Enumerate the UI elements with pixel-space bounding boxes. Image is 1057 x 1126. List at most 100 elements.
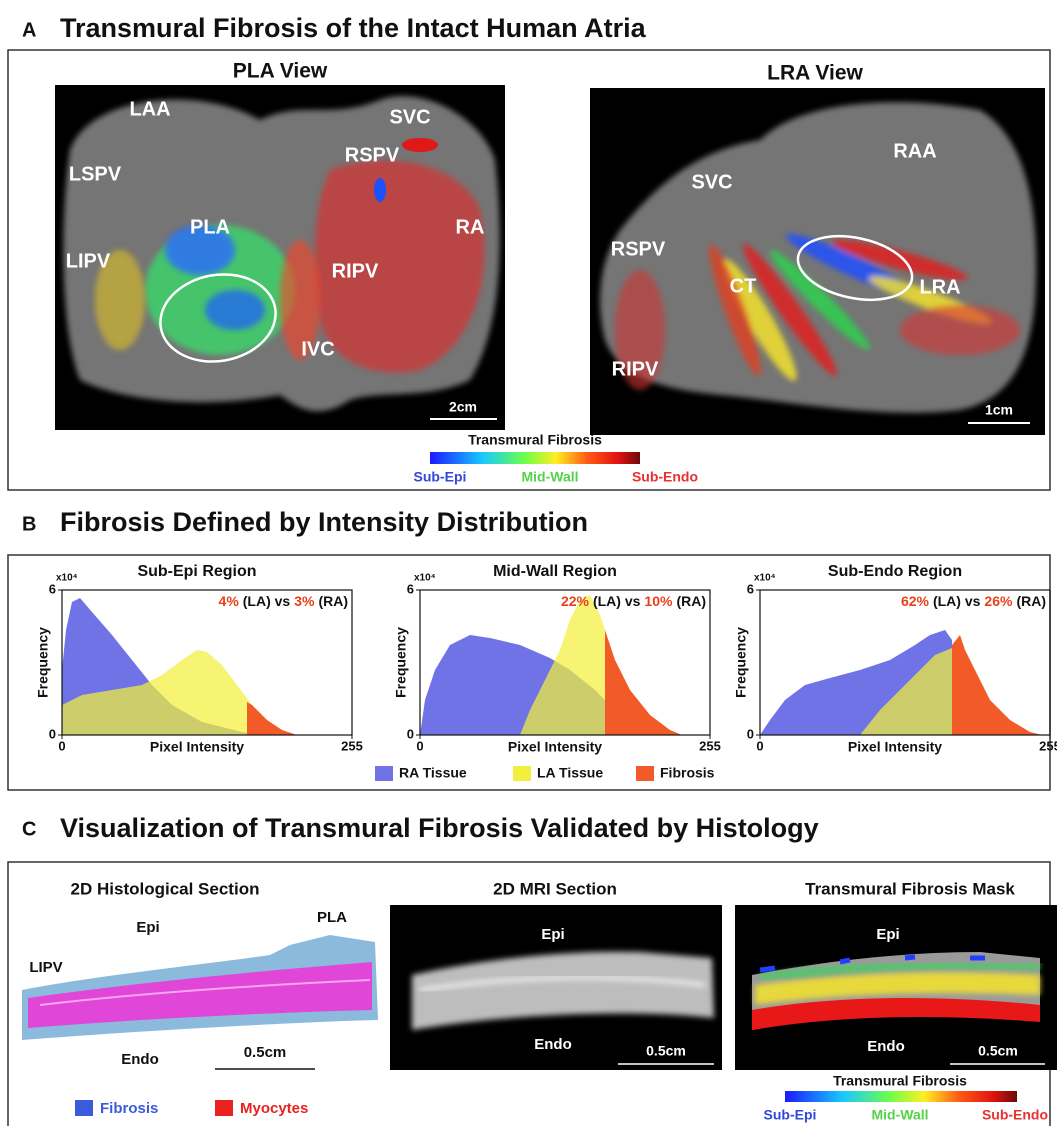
anatomy-label: LIPV xyxy=(66,250,111,272)
view-title: PLA View xyxy=(233,60,328,83)
tissue xyxy=(412,951,714,1030)
tissue-detail xyxy=(419,975,706,992)
legend-label: RA Tissue xyxy=(399,765,467,781)
scale-label: 0.5cm xyxy=(244,1044,287,1061)
image-title: Transmural Fibrosis Mask xyxy=(805,879,1015,898)
pla-image: 2cm LAA SVC LSPV RSPV PLA RA LIPV RIPV I… xyxy=(55,85,505,430)
colorbar-label: Sub-Endo xyxy=(632,469,698,485)
x-tick-label: 0 xyxy=(58,738,65,753)
percentage-note: 62% (LA) vs 26% (RA) xyxy=(901,593,1046,609)
orientation-label: Endo xyxy=(867,1038,905,1055)
streak xyxy=(709,244,761,376)
region-outline xyxy=(796,235,914,301)
legend-swatch xyxy=(636,766,654,781)
percentage-part: (LA) vs xyxy=(593,593,641,609)
percentage-part: 22% xyxy=(561,593,590,609)
x-axis-label: Pixel Intensity xyxy=(150,739,244,755)
anatomy-label: RA xyxy=(456,216,485,238)
histogram: Mid-Wall Region 22% (LA) vs 10% (RA) x10⁴ Freq… xyxy=(393,563,721,754)
fibrosis-distribution xyxy=(605,630,682,735)
y-multiplier: x10⁴ xyxy=(414,573,436,584)
y-tick-label: 0 xyxy=(407,726,414,741)
anatomy-label: SVC xyxy=(691,171,732,193)
legend-swatch xyxy=(375,766,393,781)
colorbar-title: Transmural Fibrosis xyxy=(468,432,602,448)
la-distribution xyxy=(860,648,952,735)
panel-letter: A xyxy=(22,19,36,41)
y-axis-label: Frequency xyxy=(35,627,51,698)
anatomy-label: SVC xyxy=(389,106,430,128)
anatomy-label: RAA xyxy=(893,140,936,162)
colorbar-gradient xyxy=(785,1091,1017,1102)
chart-title: Mid-Wall Region xyxy=(493,563,617,580)
scale-label: 1cm xyxy=(985,402,1013,418)
panel-letter: C xyxy=(22,818,36,840)
scale-label: 2cm xyxy=(449,399,477,415)
fibrosis-area xyxy=(165,225,235,275)
fibrosis-area xyxy=(374,178,386,202)
y-multiplier: x10⁴ xyxy=(754,573,776,584)
scale-label: 0.5cm xyxy=(978,1043,1018,1059)
endo-layer xyxy=(752,998,1040,1030)
y-tick-label: 6 xyxy=(747,581,754,596)
x-axis-label: Pixel Intensity xyxy=(848,739,942,755)
percentage-part: 10% xyxy=(644,593,673,609)
anatomy-label: CT xyxy=(730,275,757,297)
histology: 2D Histological Section Epi PLA LIPV End… xyxy=(22,879,378,1117)
percentage-part: 4% xyxy=(219,593,240,609)
anatomy-label: RSPV xyxy=(345,144,400,166)
anatomy-label: PLA xyxy=(190,216,230,238)
colorbar-label: Mid-Wall xyxy=(871,1107,928,1123)
histology-label: PLA xyxy=(317,909,347,926)
x-axis-label: Pixel Intensity xyxy=(508,739,602,755)
anatomy-label: LSPV xyxy=(69,163,122,185)
percentage-part: (LA) vs xyxy=(933,593,981,609)
percentage-part: (RA) xyxy=(676,593,706,609)
epi-spots xyxy=(759,954,985,973)
scale-label: 0.5cm xyxy=(646,1043,686,1059)
fibrosis-area xyxy=(280,240,320,360)
percentage-part: 62% xyxy=(901,593,930,609)
mid-layer xyxy=(755,972,1040,1005)
percentage-note: 22% (LA) vs 10% (RA) xyxy=(561,593,706,609)
legend-swatch xyxy=(215,1100,233,1116)
tissue-detail xyxy=(39,979,371,1006)
plot-frame xyxy=(61,589,353,736)
view-title: LRA View xyxy=(767,62,863,85)
colorbar-label: Sub-Epi xyxy=(764,1107,817,1123)
chart-title: Sub-Epi Region xyxy=(137,563,256,580)
streak xyxy=(900,305,1020,355)
streak xyxy=(615,270,665,390)
percentage-part: (RA) xyxy=(1016,593,1046,609)
y-tick-label: 6 xyxy=(49,581,56,596)
histology-label: Endo xyxy=(121,1051,159,1068)
panel-title: Transmural Fibrosis of the Intact Human … xyxy=(60,13,647,43)
distribution xyxy=(420,595,682,735)
distribution xyxy=(760,630,1042,735)
streak xyxy=(723,259,797,381)
fibrosis-area xyxy=(205,290,265,330)
image-title: 2D MRI Section xyxy=(493,879,617,898)
x-tick-label: 255 xyxy=(341,738,363,753)
y-tick-label: 0 xyxy=(747,726,754,741)
mask-image: Transmural Fibrosis Mask Epi Endo 0.5cm … xyxy=(735,879,1057,1123)
fibrosis-streaks xyxy=(615,234,1020,390)
fibrosis-area xyxy=(95,250,145,350)
anatomy-label: LRA xyxy=(919,276,960,298)
y-multiplier: x10⁴ xyxy=(56,573,78,584)
fibrosis-distribution xyxy=(247,702,297,735)
legend-label: Fibrosis xyxy=(660,765,715,781)
legend-label: Fibrosis xyxy=(100,1100,158,1117)
colorbar-title: Transmural Fibrosis xyxy=(833,1073,967,1089)
legend-label: Myocytes xyxy=(240,1100,308,1117)
colorbar-label: Sub-Endo xyxy=(982,1107,1048,1123)
panel-letter: B xyxy=(22,513,36,535)
plot-frame xyxy=(419,589,711,736)
distribution xyxy=(62,598,297,735)
chart-title: Sub-Endo Region xyxy=(828,563,962,580)
histology-label: LIPV xyxy=(29,959,62,976)
fibrosis-distribution xyxy=(952,635,1042,735)
fibrosis-area xyxy=(402,138,438,152)
